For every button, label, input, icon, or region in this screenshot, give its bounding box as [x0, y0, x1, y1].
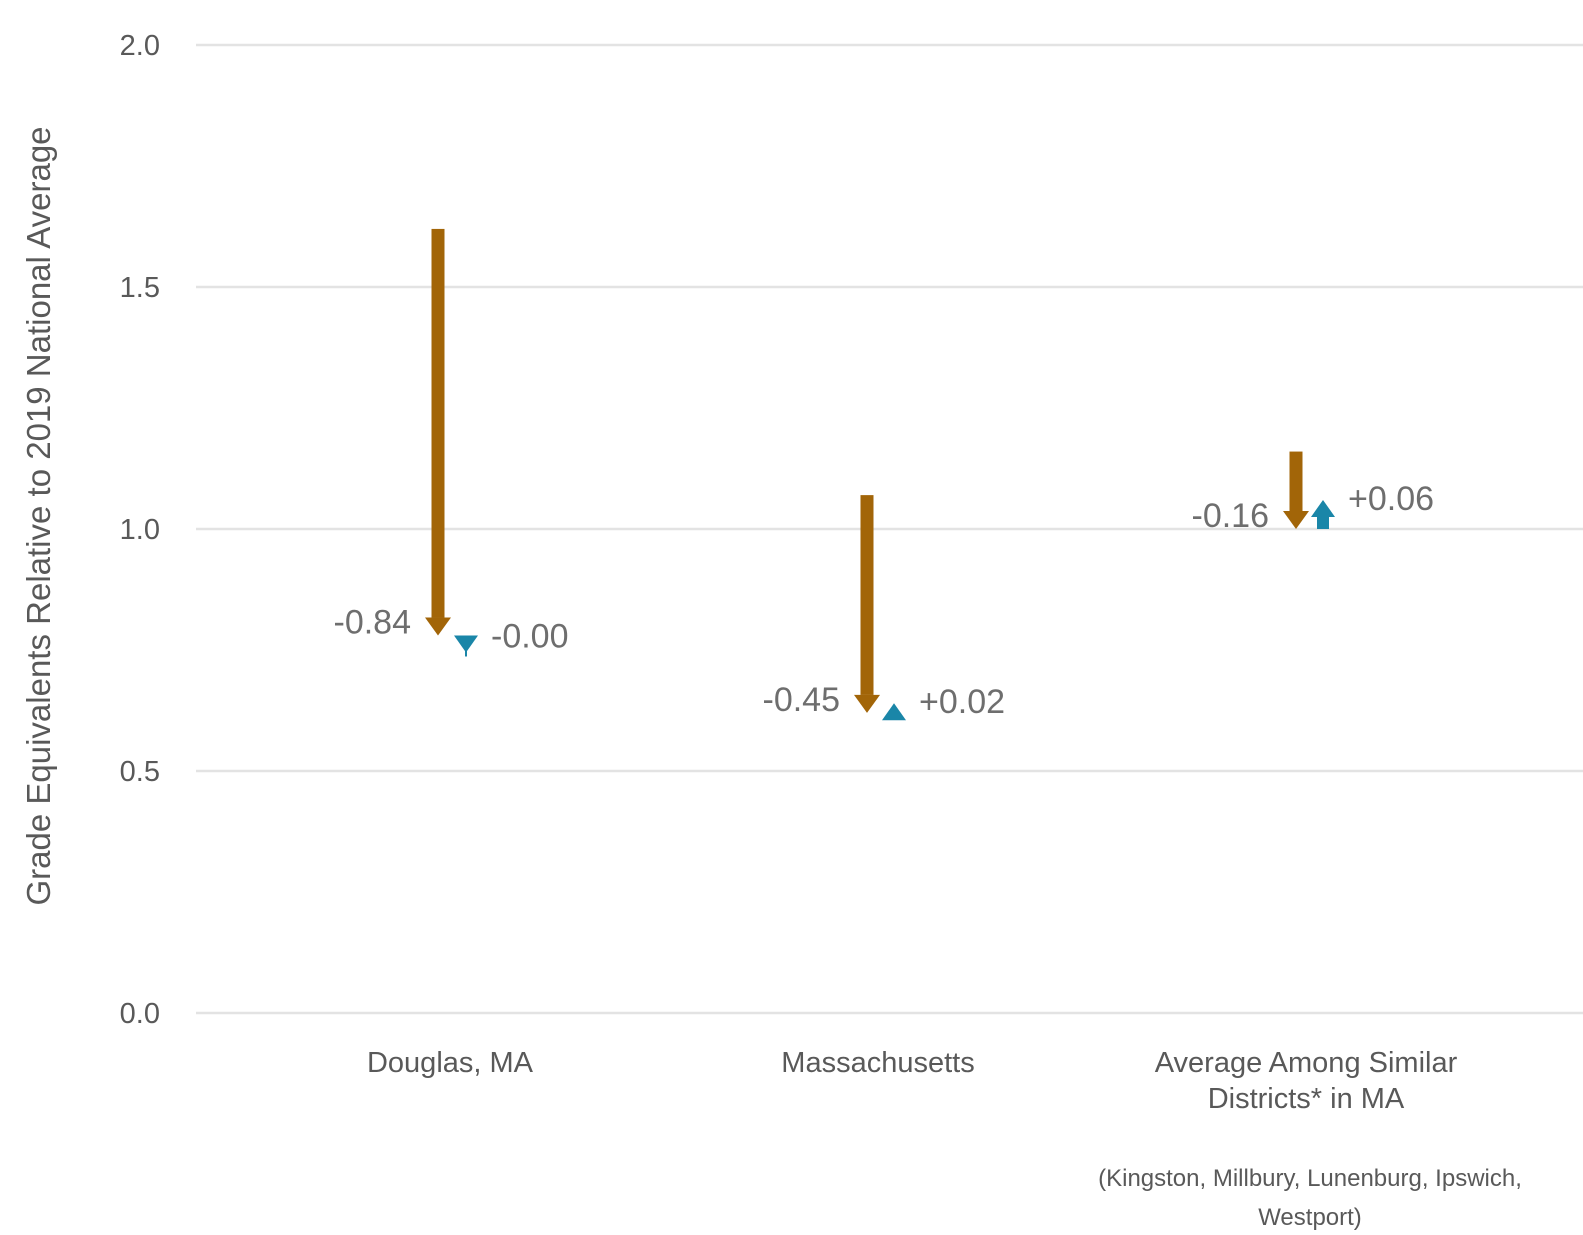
decline-arrow-shaft	[860, 495, 874, 695]
x-axis-labels: Douglas, MA Massachusetts Average Among Si…	[367, 1047, 1522, 1231]
arrow-marks: -0.84 -0.45 -0.16 -0.00 +0.02 +0.06	[334, 228, 1434, 721]
y-tick-label: 1.0	[120, 514, 160, 546]
change-value-label: +0.06	[1348, 480, 1434, 518]
change-value-label: +0.02	[919, 683, 1005, 721]
y-tick-label: 2.0	[120, 30, 160, 62]
x-category-note: (Kingston, Millbury, Lunenburg, Ipswich,	[1098, 1165, 1522, 1192]
y-axis-title: Grade Equivalents Relative to 2019 Natio…	[20, 126, 57, 905]
x-category-label: Average Among Similar	[1155, 1047, 1458, 1079]
change-arrow-shaft	[465, 650, 467, 657]
y-tick-label: 0.0	[120, 998, 160, 1030]
y-tick-label: 1.5	[120, 272, 160, 304]
change-arrow-head	[882, 703, 906, 721]
decline-value-label: -0.84	[334, 603, 412, 641]
x-category-label: Districts* in MA	[1208, 1083, 1405, 1115]
decline-arrow-shaft	[1289, 451, 1303, 511]
change-arrow-head	[1311, 499, 1335, 517]
x-category-note: Westport)	[1258, 1204, 1362, 1231]
change-arrow-shaft	[1317, 516, 1329, 529]
x-category-label: Massachusetts	[781, 1047, 974, 1079]
decline-value-label: -0.16	[1192, 497, 1270, 535]
decline-arrow-head	[425, 617, 451, 636]
y-axis-ticks: 0.0 0.5 1.0 1.5 2.0	[120, 30, 160, 1030]
change-arrow-head	[454, 635, 478, 653]
y-tick-label: 0.5	[120, 756, 160, 788]
decline-value-label: -0.45	[763, 681, 841, 719]
decline-arrow-shaft	[431, 228, 445, 618]
decline-arrow-head	[854, 694, 880, 713]
gridlines	[196, 43, 1583, 1015]
x-category-label: Douglas, MA	[367, 1047, 534, 1079]
change-value-label: -0.00	[491, 617, 569, 655]
decline-arrow-head	[1283, 511, 1309, 529]
